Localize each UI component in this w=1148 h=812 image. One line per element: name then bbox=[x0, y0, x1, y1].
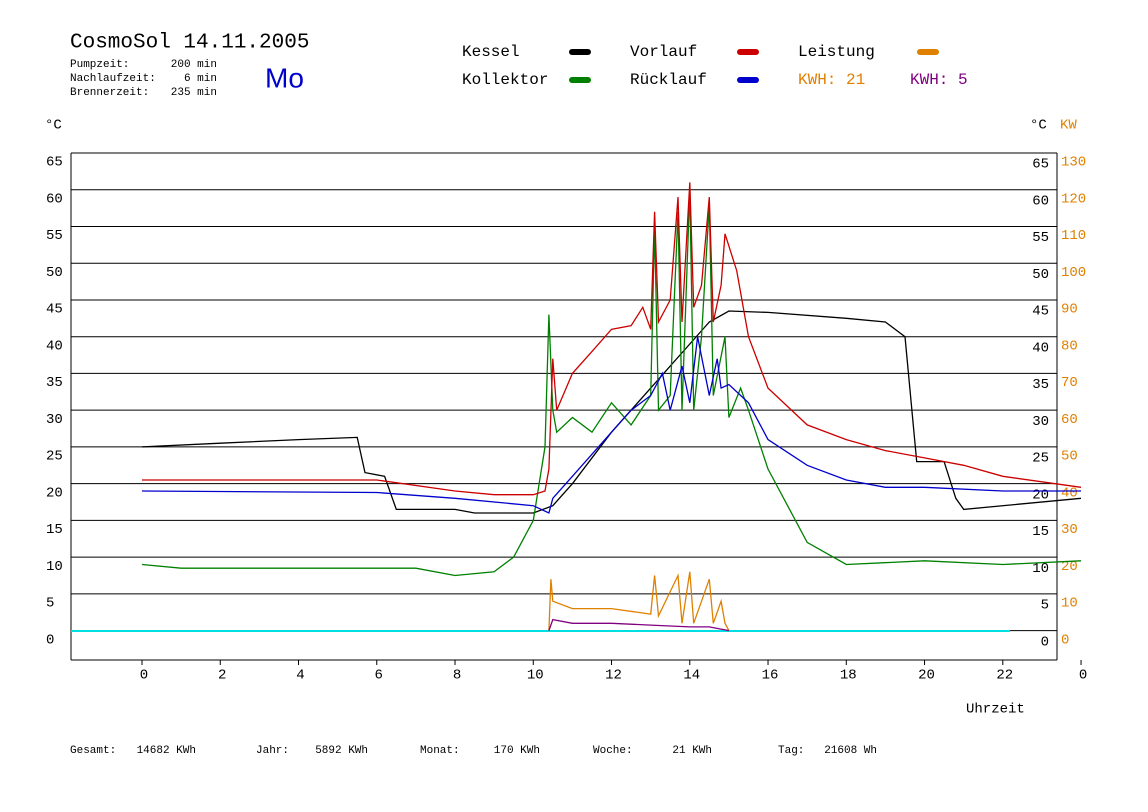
x-tick-label: 0 bbox=[1079, 668, 1087, 684]
y2-tick-label: 20 bbox=[1061, 559, 1078, 575]
legend-label: Leistung bbox=[798, 43, 875, 61]
y2-tick-label: 0 bbox=[1061, 632, 1069, 648]
y2-tick-label: 65 bbox=[1032, 157, 1049, 173]
y2-tick-label: 50 bbox=[1061, 449, 1078, 465]
info-value: 235 min bbox=[171, 87, 217, 99]
y2-tick-label: 100 bbox=[1061, 265, 1086, 281]
x-tick-label: 22 bbox=[996, 668, 1013, 684]
y2-tick-label: 120 bbox=[1061, 191, 1086, 207]
y2-tick-label: 90 bbox=[1061, 302, 1078, 318]
y2-tick-label: 40 bbox=[1061, 485, 1078, 501]
x-tick-label: 18 bbox=[840, 668, 857, 684]
y2-tick-label: 130 bbox=[1061, 155, 1086, 171]
legend-label: KWH: 5 bbox=[910, 71, 968, 89]
series-line bbox=[548, 571, 730, 631]
x-tick-label: 2 bbox=[218, 668, 226, 684]
y-tick-label: 55 bbox=[46, 228, 63, 244]
legend-label: Kollektor bbox=[462, 71, 548, 89]
info-value: 6 min bbox=[184, 73, 217, 85]
info-label: Brennerzeit: bbox=[70, 87, 149, 99]
y2-tick-label: 50 bbox=[1032, 267, 1049, 283]
y2-tick-label: 10 bbox=[1032, 561, 1049, 577]
legend-label: Rücklauf bbox=[630, 71, 707, 89]
footer-label: Monat: bbox=[420, 745, 460, 757]
y2-tick-label: 60 bbox=[1061, 412, 1078, 428]
footer-value: 5892 KWh bbox=[315, 745, 368, 757]
y-tick-label: 30 bbox=[46, 412, 63, 428]
series-line bbox=[548, 618, 730, 632]
y2-tick-label: 30 bbox=[1061, 522, 1078, 538]
y-tick-label: 45 bbox=[46, 302, 63, 318]
footer-value: 170 KWh bbox=[494, 745, 540, 757]
y-tick-label: 40 bbox=[46, 338, 63, 354]
series-line bbox=[142, 182, 1082, 496]
y2-tick-label: 25 bbox=[1032, 451, 1049, 467]
x-tick-label: 8 bbox=[453, 668, 461, 684]
y2-tick-label: 5 bbox=[1041, 598, 1049, 614]
y2-tick-label: 15 bbox=[1032, 524, 1049, 540]
x-tick-label: 14 bbox=[683, 668, 700, 684]
footer-label: Tag: bbox=[778, 745, 804, 757]
info-label: Nachlaufzeit: bbox=[70, 73, 156, 85]
y2-tick-label: 30 bbox=[1032, 414, 1049, 430]
x-tick-label: 0 bbox=[140, 668, 148, 684]
x-axis-label: Uhrzeit bbox=[966, 702, 1025, 718]
y2-tick-label: 70 bbox=[1061, 375, 1078, 391]
y2-tick-label: 60 bbox=[1032, 193, 1049, 209]
y-tick-label: 50 bbox=[46, 265, 63, 281]
y2-tick-label: 55 bbox=[1032, 230, 1049, 246]
x-tick-label: 10 bbox=[527, 668, 544, 684]
footer-label: Gesamt: bbox=[70, 745, 116, 757]
y2-tick-label: 110 bbox=[1061, 228, 1086, 244]
legend-label: Vorlauf bbox=[630, 43, 697, 61]
x-tick-label: 12 bbox=[605, 668, 622, 684]
y2-tick-label: 45 bbox=[1032, 304, 1049, 320]
series-line bbox=[141, 336, 1081, 514]
series-line bbox=[141, 310, 1082, 514]
kwh-label: KWH: 21 bbox=[798, 71, 865, 89]
info-label: Pumpzeit: bbox=[70, 59, 129, 71]
y-tick-label: 10 bbox=[46, 559, 63, 575]
x-tick-label: 4 bbox=[296, 668, 304, 684]
x-tick-label: 6 bbox=[375, 668, 383, 684]
day: Mo bbox=[265, 62, 304, 93]
y-tick-label: 5 bbox=[46, 596, 54, 612]
footer-label: Jahr: bbox=[256, 745, 289, 757]
y-tick-label: 0 bbox=[46, 632, 54, 648]
legend-label: Kessel bbox=[462, 43, 520, 61]
y2-tick-label: 35 bbox=[1032, 377, 1049, 393]
footer-value: 14682 KWh bbox=[137, 745, 196, 757]
y-tick-label: 35 bbox=[46, 375, 63, 391]
y-tick-label: 25 bbox=[46, 449, 63, 465]
y2-axis-label: °C bbox=[1030, 118, 1047, 134]
y-tick-label: 15 bbox=[46, 522, 63, 538]
chart-title: CosmoSol 14.11.2005 bbox=[70, 32, 309, 55]
info-value: 200 min bbox=[171, 59, 217, 71]
y-tick-label: 60 bbox=[46, 191, 63, 207]
y2-tick-label: 10 bbox=[1061, 596, 1078, 612]
y2-tick-label: 40 bbox=[1032, 340, 1049, 356]
y2-tick-label: 80 bbox=[1061, 338, 1078, 354]
footer-value: 21608 Wh bbox=[824, 745, 877, 757]
y-tick-label: 65 bbox=[46, 155, 63, 171]
series-line bbox=[141, 189, 1082, 577]
x-tick-label: 16 bbox=[762, 668, 779, 684]
footer-value: 21 KWh bbox=[672, 745, 712, 757]
y2-unit-label: KW bbox=[1060, 118, 1077, 134]
x-tick-label: 20 bbox=[918, 668, 935, 684]
footer-label: Woche: bbox=[593, 745, 633, 757]
y-tick-label: 20 bbox=[46, 485, 63, 501]
y-axis-label: °C bbox=[45, 118, 62, 134]
y2-tick-label: 0 bbox=[1041, 634, 1049, 650]
